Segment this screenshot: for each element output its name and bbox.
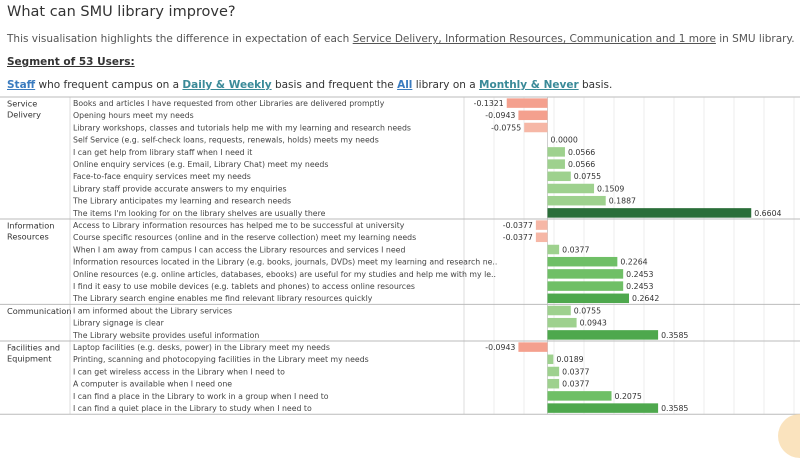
value-label: 0.2453	[626, 282, 653, 291]
value-label: 0.0189	[556, 355, 583, 364]
row-label: Library workshops, classes and tutorials…	[73, 123, 411, 132]
row-label: I can get help from library staff when I…	[73, 148, 252, 157]
row-label: When I am away from campus I can access …	[73, 245, 405, 254]
bar[interactable]	[547, 159, 565, 169]
group-label: Service Delivery	[7, 99, 41, 120]
row-label: Library staff provide accurate answers t…	[73, 184, 287, 193]
row-label: I can find a place in the Library to wor…	[73, 392, 329, 401]
filter-text-1: who frequent campus on a	[35, 79, 183, 91]
value-label: 0.0566	[568, 160, 595, 169]
value-label: 0.0755	[574, 306, 601, 315]
value-label: -0.0377	[503, 233, 533, 242]
value-label: 0.0566	[568, 148, 595, 157]
bar[interactable]	[547, 147, 565, 157]
row-label: I can get wireless access in the Library…	[73, 367, 285, 376]
row-label: Self Service (e.g. self-check loans, req…	[73, 136, 379, 145]
row-label: Laptop facilities (e.g. desks, power) in…	[73, 343, 330, 352]
campus-frequency-filter-link[interactable]: Daily & Weekly	[182, 79, 272, 91]
bar[interactable]	[506, 98, 548, 108]
segment-heading: Segment of 53 Users:	[7, 56, 135, 68]
bar[interactable]	[535, 220, 548, 230]
value-label: 0.3585	[661, 404, 688, 413]
library-filter-link[interactable]: All	[397, 79, 413, 91]
value-label: 0.0000	[551, 136, 578, 145]
group-label: Facilities and Equipment	[7, 343, 60, 364]
row-label: Information resources located in the Lib…	[73, 258, 497, 267]
bar[interactable]	[547, 244, 560, 255]
value-label: 0.0377	[562, 245, 589, 254]
bar[interactable]	[547, 378, 560, 389]
bar[interactable]	[547, 317, 577, 328]
row-label: Course specific resources (online and in…	[73, 233, 416, 242]
row-label: Books and articles I have requested from…	[73, 99, 385, 108]
value-label: -0.0943	[485, 343, 515, 352]
bar[interactable]	[547, 208, 752, 218]
bar[interactable]	[547, 256, 618, 267]
value-label: 0.3585	[661, 331, 688, 340]
page-title: What can SMU library improve?	[7, 4, 236, 20]
value-label: 0.0943	[580, 319, 607, 328]
bar[interactable]	[547, 281, 624, 291]
dimension-filter-link[interactable]: Service Delivery, Information Resources,…	[352, 33, 716, 45]
value-label: 0.0377	[562, 380, 589, 389]
row-label: Face-to-face enquiry services meet my ne…	[73, 172, 251, 181]
bar[interactable]	[547, 391, 612, 401]
value-label: 0.1887	[609, 197, 636, 206]
value-label: 0.1509	[597, 184, 624, 193]
row-label: Access to Library information resources …	[73, 221, 405, 230]
bar[interactable]	[547, 330, 659, 340]
value-label: 0.0755	[574, 172, 601, 181]
bar[interactable]	[547, 171, 571, 182]
row-label: The items I'm looking for on the library…	[72, 209, 326, 218]
bar[interactable]	[518, 342, 548, 352]
bar[interactable]	[547, 366, 560, 377]
value-label: -0.0943	[485, 111, 515, 120]
bar-chart: Service Delivery Books and articles I have…	[0, 96, 800, 415]
filter-text-2: basis and frequent the	[271, 79, 398, 91]
bar[interactable]	[547, 305, 571, 316]
row-label: Printing, scanning and photocopying faci…	[73, 355, 369, 364]
row-label: I can find a quiet place in the Library …	[73, 404, 312, 413]
row-label: Opening hours meet my needs	[73, 111, 194, 120]
value-label: 0.2642	[632, 294, 659, 303]
row-label: Online enquiry services (e.g. Email, Lib…	[73, 160, 328, 169]
bar[interactable]	[518, 110, 548, 121]
bar[interactable]	[547, 403, 659, 413]
row-label: The Library website provides useful info…	[72, 331, 259, 340]
value-label: 0.2075	[615, 392, 642, 401]
bar[interactable]	[547, 354, 554, 365]
description-suffix: in SMU library.	[715, 33, 795, 45]
filter-text-4: basis.	[578, 79, 613, 91]
value-label: 0.2264	[620, 258, 647, 267]
filter-text-3: library on a	[412, 79, 480, 91]
row-label: A computer is available when I need one	[73, 380, 232, 389]
value-label: 0.6604	[754, 209, 781, 218]
value-label: -0.0377	[503, 221, 533, 230]
row-label: I find it easy to use mobile devices (e.…	[73, 282, 415, 291]
value-label: 0.0377	[562, 367, 589, 376]
bar[interactable]	[547, 195, 606, 206]
bar[interactable]	[547, 293, 630, 304]
role-filter-link[interactable]: Staff	[7, 79, 36, 91]
description: This visualisation highlights the differ…	[7, 33, 795, 45]
description-prefix: This visualisation highlights the differ…	[7, 33, 353, 45]
row-label: The Library search engine enables me fin…	[72, 294, 373, 303]
value-label: 0.2453	[626, 270, 653, 279]
group-label: Communication	[7, 306, 72, 316]
row-label: I am informed about the Library services	[73, 306, 232, 315]
row-label: Online resources (e.g. online articles, …	[73, 270, 496, 279]
row-label: Library signage is clear	[73, 319, 165, 328]
bar[interactable]	[524, 122, 548, 133]
bar[interactable]	[547, 183, 595, 194]
row-label: The Library anticipates my learning and …	[72, 197, 291, 206]
library-frequency-filter-link[interactable]: Monthly & Never	[479, 79, 579, 91]
segment-filter-sentence: Staff who frequent campus on a Daily & W…	[7, 79, 612, 91]
bar[interactable]	[547, 269, 624, 279]
value-label: -0.0755	[491, 123, 521, 132]
value-label: -0.1321	[474, 99, 504, 108]
bar[interactable]	[535, 232, 548, 243]
group-label: Information Resources	[7, 221, 54, 242]
